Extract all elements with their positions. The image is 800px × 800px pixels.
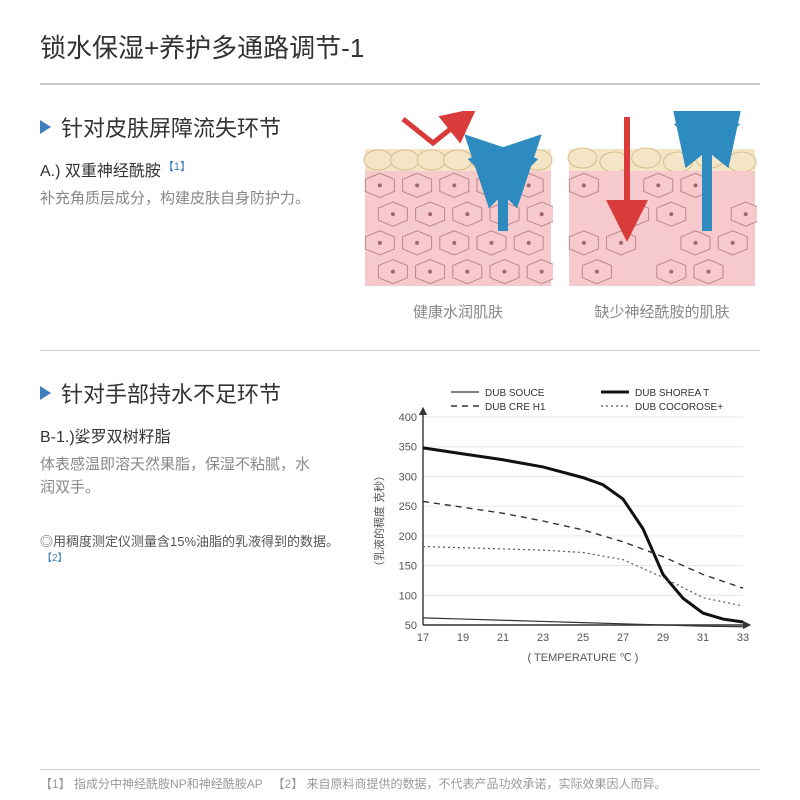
svg-text:25: 25 [577, 632, 589, 644]
skin-lacking-svg [567, 111, 757, 291]
svg-text:31: 31 [697, 632, 709, 644]
section1-heading: 针对皮肤屏障流失环节 [40, 111, 360, 143]
svg-text:150: 150 [399, 561, 417, 573]
title-rule [40, 83, 760, 85]
footnote-2-text: 来自原料商提供的数据，不代表产品功效承诺，实际效果因人而异。 [307, 777, 667, 791]
section-skin-barrier: 针对皮肤屏障流失环节 A.) 双重神经酰胺【1】 补充角质层成分，构建皮肤自身防… [0, 111, 800, 322]
section-hand-moisture: 针对手部持水不足环节 B-1.)娑罗双树籽脂 体表感温即溶天然果脂，保湿不粘腻，… [0, 377, 800, 667]
svg-text:17: 17 [417, 632, 429, 644]
svg-text:DUB SHOREA T: DUB SHOREA T [635, 388, 709, 399]
section2-desc: 体表感温即溶天然果脂，保湿不粘腻，水润双手。 [40, 453, 320, 500]
svg-text:300: 300 [399, 471, 417, 483]
footnote-1-text: 指成分中神经酰胺NP和神经酰胺AP [74, 777, 262, 791]
svg-text:DUB COCOROSE+: DUB COCOROSE+ [635, 402, 723, 413]
section2-note-sup: 【2】 [42, 553, 68, 564]
footnote-1-label: 【1】 [40, 777, 71, 791]
section2-note-text: ◎用稠度测定仪测量含15%油脂的乳液得到的数据。 [40, 534, 339, 549]
svg-text:29: 29 [657, 632, 669, 644]
section1-sublabel-text: A.) 双重神经酰胺 [40, 163, 161, 180]
section1-sup: 【1】 [163, 161, 191, 173]
svg-text:（乳液的稠度 克秒）: （乳液的稠度 克秒） [372, 470, 386, 572]
triangle-bullet-icon [40, 120, 51, 134]
section1-desc: 补充角质层成分，构建皮肤自身防护力。 [40, 187, 320, 210]
svg-text:250: 250 [399, 501, 417, 513]
section2-note: ◎用稠度测定仪测量含15%油脂的乳液得到的数据。【2】 [40, 532, 360, 572]
svg-text:27: 27 [617, 632, 629, 644]
svg-text:19: 19 [457, 632, 469, 644]
footnote-2-label: 【2】 [273, 777, 304, 791]
section1-sublabel: A.) 双重神经酰胺【1】 [40, 157, 360, 181]
svg-text:100: 100 [399, 590, 417, 602]
mid-rule [40, 350, 760, 351]
svg-text:21: 21 [497, 632, 509, 644]
page-title: 锁水保湿+养护多通路调节-1 [0, 0, 800, 83]
svg-text:350: 350 [399, 442, 417, 454]
section2-heading-text: 针对手部持水不足环节 [61, 377, 281, 409]
svg-text:50: 50 [405, 620, 417, 632]
svg-text:23: 23 [537, 632, 549, 644]
svg-text:200: 200 [399, 531, 417, 543]
svg-text:400: 400 [399, 412, 417, 424]
svg-text:( TEMPERATURE ℃ ): ( TEMPERATURE ℃ ) [528, 652, 639, 664]
skin-caption-left: 健康水润肌肤 [413, 301, 503, 322]
svg-text:DUB CRE H1: DUB CRE H1 [485, 402, 546, 413]
svg-text:33: 33 [737, 632, 749, 644]
triangle-bullet-icon [40, 386, 51, 400]
section2-heading: 针对手部持水不足环节 [40, 377, 360, 409]
skin-caption-right: 缺少神经酰胺的肌肤 [594, 301, 729, 322]
footnote: 【1】 指成分中神经酰胺NP和神经酰胺AP 【2】 来自原料商提供的数据，不代表… [40, 775, 760, 792]
skin-panel-lacking: 缺少神经酰胺的肌肤 [567, 111, 757, 322]
foot-rule [40, 769, 760, 770]
skin-figure: 健康水润肌肤 缺少神经酰胺的肌肤 [363, 111, 757, 322]
skin-panel-healthy: 健康水润肌肤 [363, 111, 553, 322]
skin-healthy-svg [363, 111, 553, 291]
section2-sublabel: B-1.)娑罗双树籽脂 [40, 423, 360, 447]
svg-text:DUB SOUCE: DUB SOUCE [485, 388, 545, 399]
viscosity-chart: 50 100 150 200 250 300 350 400 17 19 21 23 25 27 29 31 3… [365, 377, 755, 667]
section1-heading-text: 针对皮肤屏障流失环节 [61, 111, 281, 143]
